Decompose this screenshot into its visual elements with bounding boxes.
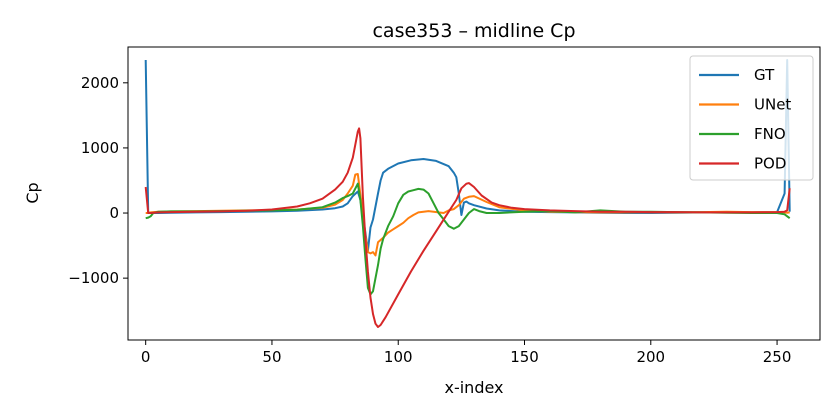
- x-tick-label: 250: [763, 348, 792, 366]
- y-axis-ticks: −1000 0 1000 2000: [68, 74, 128, 287]
- chart-title: case353 – midline Cp: [372, 20, 575, 42]
- series-lines: [144, 59, 791, 328]
- y-tick-label: 2000: [81, 74, 119, 92]
- plot-area: [127, 46, 821, 341]
- y-tick-label: −1000: [68, 269, 119, 287]
- y-tick-label: 0: [109, 204, 119, 222]
- x-tick-label: 100: [384, 348, 413, 366]
- x-tick-label: 0: [141, 348, 151, 366]
- x-tick-label: 150: [510, 348, 539, 366]
- x-axis-ticks: 0 50 100 150 200 250: [141, 340, 791, 366]
- x-axis-title: x-index: [444, 378, 503, 397]
- legend-label: GT: [754, 66, 775, 84]
- legend: GT UNet FNO POD: [689, 55, 814, 181]
- y-axis-title: Cp: [23, 182, 42, 203]
- legend-label: FNO: [754, 125, 786, 143]
- series-line-pod: [144, 127, 791, 328]
- legend-label: UNet: [754, 96, 791, 114]
- legend-box: [689, 55, 814, 181]
- x-tick-label: 200: [636, 348, 665, 366]
- x-tick-label: 50: [262, 348, 281, 366]
- y-tick-label: 1000: [81, 139, 119, 157]
- series-line-fno: [145, 182, 791, 296]
- legend-label: POD: [754, 155, 786, 173]
